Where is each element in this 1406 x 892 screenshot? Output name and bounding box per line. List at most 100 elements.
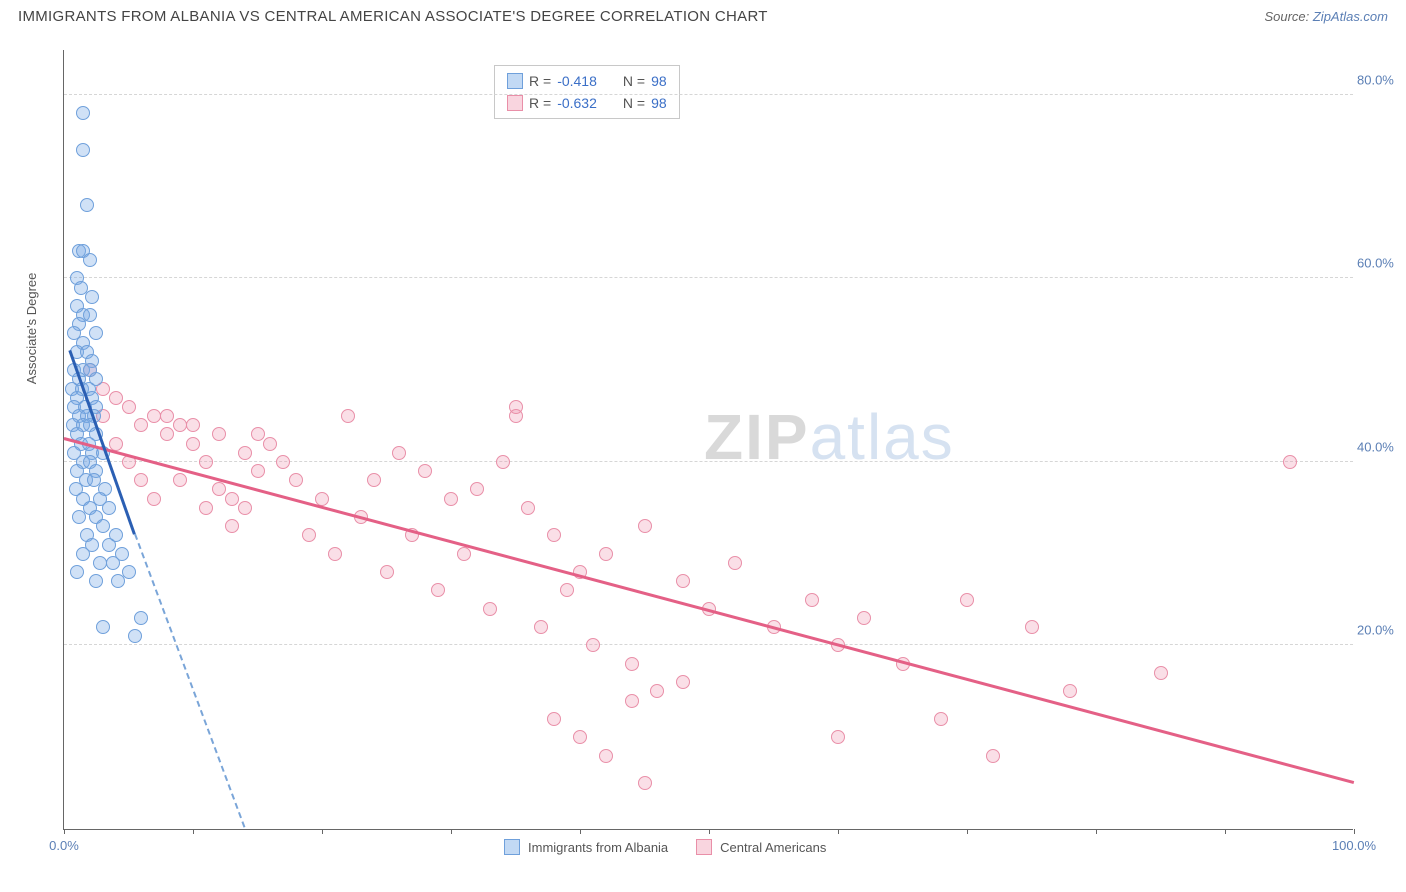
gridline	[64, 644, 1353, 645]
watermark: ZIPatlas	[704, 400, 955, 474]
y-tick-label: 40.0%	[1357, 439, 1405, 454]
correlation-chart: Associate's Degree ZIPatlas R = -0.418 N =…	[18, 40, 1388, 880]
legend-item: Central Americans	[696, 839, 826, 855]
legend-row: R = -0.632 N = 98	[507, 92, 667, 114]
data-point	[122, 400, 136, 414]
gridline	[64, 94, 1353, 95]
x-tick-mark	[193, 829, 194, 834]
data-point	[367, 473, 381, 487]
x-tick-mark	[451, 829, 452, 834]
legend-swatch	[507, 95, 523, 111]
data-point	[380, 565, 394, 579]
data-point	[134, 611, 148, 625]
data-point	[547, 528, 561, 542]
data-point	[444, 492, 458, 506]
data-point	[160, 409, 174, 423]
legend-swatch	[504, 839, 520, 855]
data-point	[457, 547, 471, 561]
data-point	[392, 446, 406, 460]
legend-n-label: N =	[623, 92, 645, 114]
regression-line	[134, 534, 246, 828]
data-point	[89, 574, 103, 588]
source-attribution: Source: ZipAtlas.com	[1264, 9, 1388, 24]
data-point	[251, 464, 265, 478]
gridline	[64, 461, 1353, 462]
source-link[interactable]: ZipAtlas.com	[1313, 9, 1388, 24]
data-point	[831, 730, 845, 744]
legend-r-label: R =	[529, 92, 551, 114]
legend-swatch	[696, 839, 712, 855]
data-point	[106, 556, 120, 570]
data-point	[625, 657, 639, 671]
legend-r-value: -0.632	[557, 92, 597, 114]
data-point	[638, 776, 652, 790]
data-point	[483, 602, 497, 616]
data-point	[805, 593, 819, 607]
x-tick-mark	[1096, 829, 1097, 834]
x-tick-mark	[838, 829, 839, 834]
data-point	[289, 473, 303, 487]
data-point	[80, 198, 94, 212]
data-point	[93, 556, 107, 570]
x-tick-mark	[64, 829, 65, 834]
data-point	[186, 418, 200, 432]
x-tick-mark	[1225, 829, 1226, 834]
data-point	[72, 510, 86, 524]
data-point	[470, 482, 484, 496]
legend-n-label: N =	[623, 70, 645, 92]
data-point	[534, 620, 548, 634]
legend-r-value: -0.418	[557, 70, 597, 92]
data-point	[1063, 684, 1077, 698]
data-point	[586, 638, 600, 652]
data-point	[263, 437, 277, 451]
data-point	[341, 409, 355, 423]
data-point	[76, 106, 90, 120]
x-tick-mark	[709, 829, 710, 834]
data-point	[96, 519, 110, 533]
x-tick-mark	[1354, 829, 1355, 834]
data-point	[109, 391, 123, 405]
correlation-legend: R = -0.418 N = 98R = -0.632 N = 98	[494, 65, 680, 119]
data-point	[496, 455, 510, 469]
legend-n-value: 98	[651, 92, 667, 114]
data-point	[199, 501, 213, 515]
data-point	[599, 547, 613, 561]
data-point	[857, 611, 871, 625]
data-point	[225, 519, 239, 533]
data-point	[128, 629, 142, 643]
plot-area: ZIPatlas R =-0.418N =98R =-0.632N =98 Im…	[63, 50, 1353, 830]
gridline	[64, 277, 1353, 278]
data-point	[638, 519, 652, 533]
data-point	[1283, 455, 1297, 469]
data-point	[102, 501, 116, 515]
x-tick-label: 0.0%	[49, 838, 79, 853]
data-point	[521, 501, 535, 515]
data-point	[85, 290, 99, 304]
data-point	[225, 492, 239, 506]
data-point	[111, 574, 125, 588]
data-point	[1154, 666, 1168, 680]
data-point	[76, 547, 90, 561]
data-point	[212, 482, 226, 496]
data-point	[96, 620, 110, 634]
data-point	[276, 455, 290, 469]
data-point	[1025, 620, 1039, 634]
y-tick-label: 20.0%	[1357, 623, 1405, 638]
data-point	[599, 749, 613, 763]
data-point	[76, 143, 90, 157]
data-point	[251, 427, 265, 441]
data-point	[238, 446, 252, 460]
data-point	[89, 326, 103, 340]
data-point	[83, 253, 97, 267]
data-point	[676, 574, 690, 588]
data-point	[173, 473, 187, 487]
data-point	[676, 675, 690, 689]
data-point	[238, 501, 252, 515]
data-point	[650, 684, 664, 698]
y-tick-label: 60.0%	[1357, 256, 1405, 271]
regression-line	[64, 437, 1355, 784]
data-point	[134, 418, 148, 432]
data-point	[199, 455, 213, 469]
legend-n-value: 98	[651, 70, 667, 92]
y-axis-label: Associate's Degree	[24, 273, 39, 385]
